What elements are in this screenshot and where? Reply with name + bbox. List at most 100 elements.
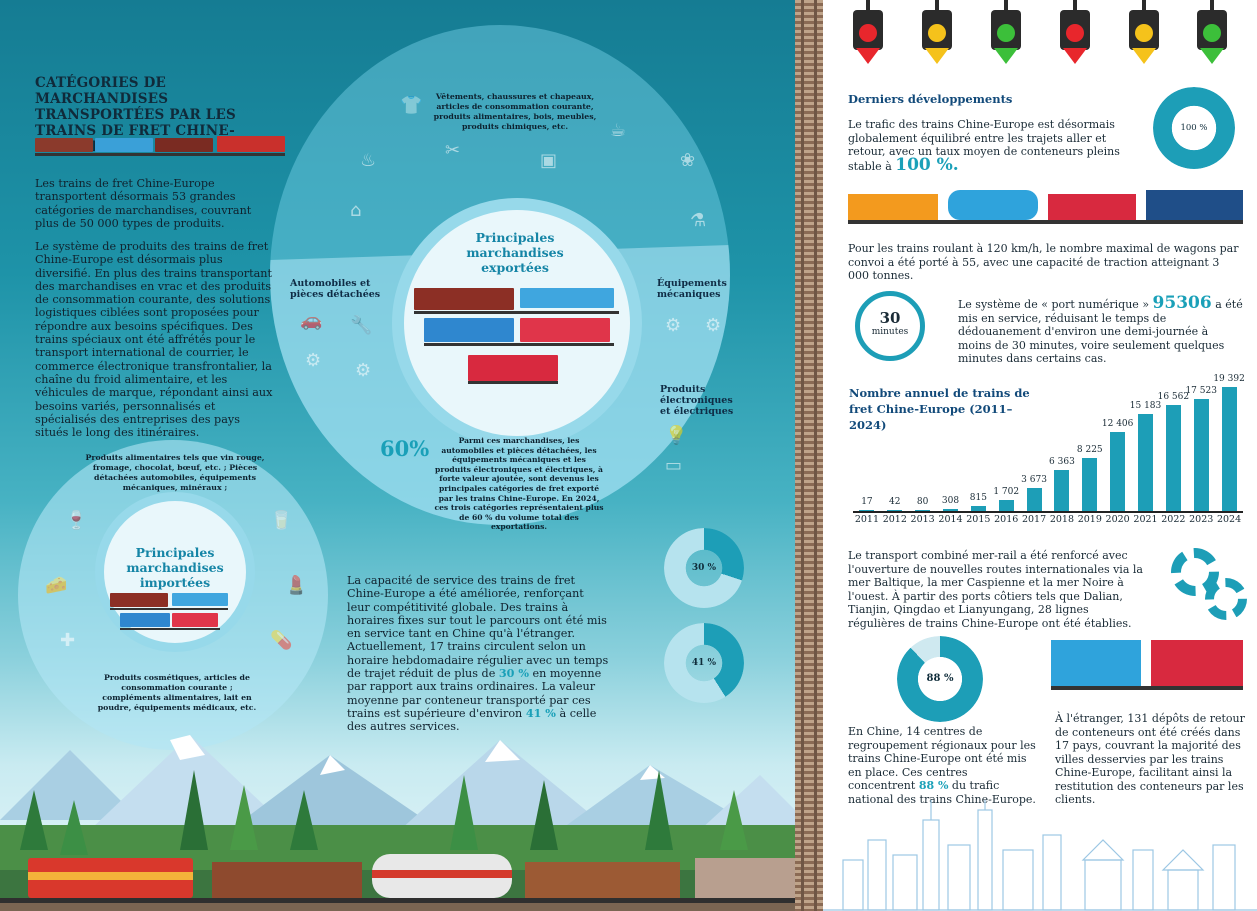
capacity-text: La capacité de service des trains de fre… [347,574,609,734]
chart-value-label: 42 [889,497,901,507]
traffic-light-green [1194,0,1230,70]
donut-88-label: 88 % [926,673,954,684]
capacity-pct-30: 30 % [498,666,529,681]
chart-bar-2019 [1082,458,1098,511]
tree [60,800,88,855]
capacity-text-b: en moyenne par rapport aux trains ordina… [347,667,602,720]
system-text: Le système de produits des trains de fre… [35,240,273,440]
gear-machine-icon: ⚙ [705,315,722,336]
chart-bar-2018 [1054,470,1070,511]
chart-bar-2011 [859,510,875,511]
cat-electronics: Produits électroniques et électriques [660,384,734,417]
medical-icon: ✚ [60,630,76,651]
gear-icon [1171,548,1219,596]
robot-arm-icon: ⚙ [665,315,682,336]
bag-icon: ♨ [360,150,377,171]
cat-automobiles: Automobiles et pièces détachées [290,278,381,300]
battery-icon: ▭ [665,455,683,476]
capacity-text-a: La capacité de service des trains de fre… [347,574,609,681]
clock-unit: minutes [871,327,909,337]
donut-41-label: 41 % [691,658,717,668]
chemical-icon: ⚗ [690,210,707,231]
chart-value-label: 80 [916,497,929,507]
chart-bar-2023 [1193,398,1209,511]
sea-rail-text: Le transport combiné mer-rail a été renf… [848,549,1143,630]
chart-value-label: 815 [969,492,987,503]
chart-axis [853,511,1243,513]
wrench-icon: 🔧 [350,315,373,336]
dev-pct: 100 %. [895,154,959,175]
chart-year-label: 2012 [882,514,907,525]
chart-bar-2024 [1221,387,1237,511]
bottom-train [0,850,795,911]
china-text: En Chine, 14 centres de regroupement rég… [848,725,1038,806]
port-text-b: a été mis en service, réduisant le temps… [958,298,1243,365]
chart-year-label: 2023 [1189,514,1214,525]
donut-30 [664,528,744,608]
speed-text: Pour les trains roulant à 120 km/h, le n… [848,242,1239,282]
tree [720,790,748,850]
chart-bar-2020 [1110,431,1126,511]
china-text-b: du trafic national des trains Chine-Euro… [848,779,1036,806]
imports-train-image [110,593,230,643]
chart-bar-2022 [1165,405,1181,511]
port-number: 95306 [1152,293,1212,313]
exports-title: Principales marchandises exportées [466,230,564,275]
exports-pct-text: Parmi ces marchandises, les automobiles … [434,436,604,532]
chart-bar-2014 [943,509,958,511]
cosmetics-icon: 💄 [285,575,308,596]
chart-year-label: 2021 [1133,514,1158,525]
traffic-light-yellow [1126,0,1162,70]
dev-text-body: Le trafic des trains Chine-Europe est dé… [848,118,1120,173]
chart-value-label: 8 225 [1076,445,1103,456]
chart-year-label: 2011 [854,514,880,525]
chart-value-label: 19 392 [1213,374,1245,384]
donut-100 [1153,87,1235,169]
chart-value-label: 3 673 [1021,474,1047,485]
bulb-icon: 💡 [665,425,688,446]
pill-icon: 💊 [270,630,293,651]
left-panel: 👕 ✂ ♨ ▣ ☕ ❀ ⌂ ⚗ 🚗 🔧 ⚙ ⚙ ⚙ ⚙ 💡 ▭ 🍷 🥛 🧀 💄 … [0,0,795,911]
chart-year-label: 2020 [1105,514,1130,525]
engine-icon: ⚙ [355,360,372,381]
title-train [35,136,285,158]
cheese-icon: 🧀 [45,575,68,596]
chart-value-label: 17 523 [1185,385,1217,396]
cat-mechanical: Équipements mécaniques [657,278,727,300]
clock-number: 30 [879,309,901,327]
capacity-text-c: à celle des autres services. [347,706,597,734]
chart-title: Nombre annuel de trains de fret Chine-Eu… [849,386,1030,432]
chart-year-label: 2024 [1216,514,1242,525]
donut-100-label: 100 % [1180,123,1208,133]
chart-year-label: 2018 [1049,514,1075,525]
chart-year-label: 2013 [910,514,935,525]
chart-year-label: 2019 [1077,514,1102,525]
clothes-icon: ✂ [445,140,461,161]
imports-top-text: Produits alimentaires tels que vin rouge… [85,453,265,492]
fruit-icon: ❀ [680,150,696,171]
traffic-light-red [1057,0,1093,70]
tree [290,790,318,850]
chart-value-label: 1 702 [993,487,1020,498]
chart-bar-2015 [970,505,986,511]
gear-icon [1205,578,1247,620]
exports-train-image [414,285,624,390]
containers-image [1051,640,1243,698]
chart-bar-2012 [887,510,903,511]
chart-bar-2021 [1138,413,1153,511]
port-text-a: Le système de « port numérique » [958,298,1150,311]
shirt-icon: 👕 [400,95,423,116]
tree [180,770,208,850]
intro-text: Les trains de fret Chine-Europe transpor… [35,177,252,230]
tree [645,770,673,850]
donut-88 [897,636,983,722]
chart-value-label: 308 [941,496,960,507]
dev-text: Le trafic des trains Chine-Europe est dé… [848,118,1123,173]
exports-top-text: Vêtements, chaussures et chapeaux, artic… [433,92,597,131]
chart-value-label: 12 406 [1101,418,1134,429]
exports-pct: 60% [380,436,430,461]
chart-year-labels: 2011 2012 2013 2014 2015 2016 2017 2018 2019 2020… [853,514,1243,528]
abroad-text: À l'étranger, 131 dépôts de retour de co… [1055,712,1245,806]
chart-year-label: 2017 [1021,514,1047,525]
chart-bar-2016 [998,500,1014,511]
